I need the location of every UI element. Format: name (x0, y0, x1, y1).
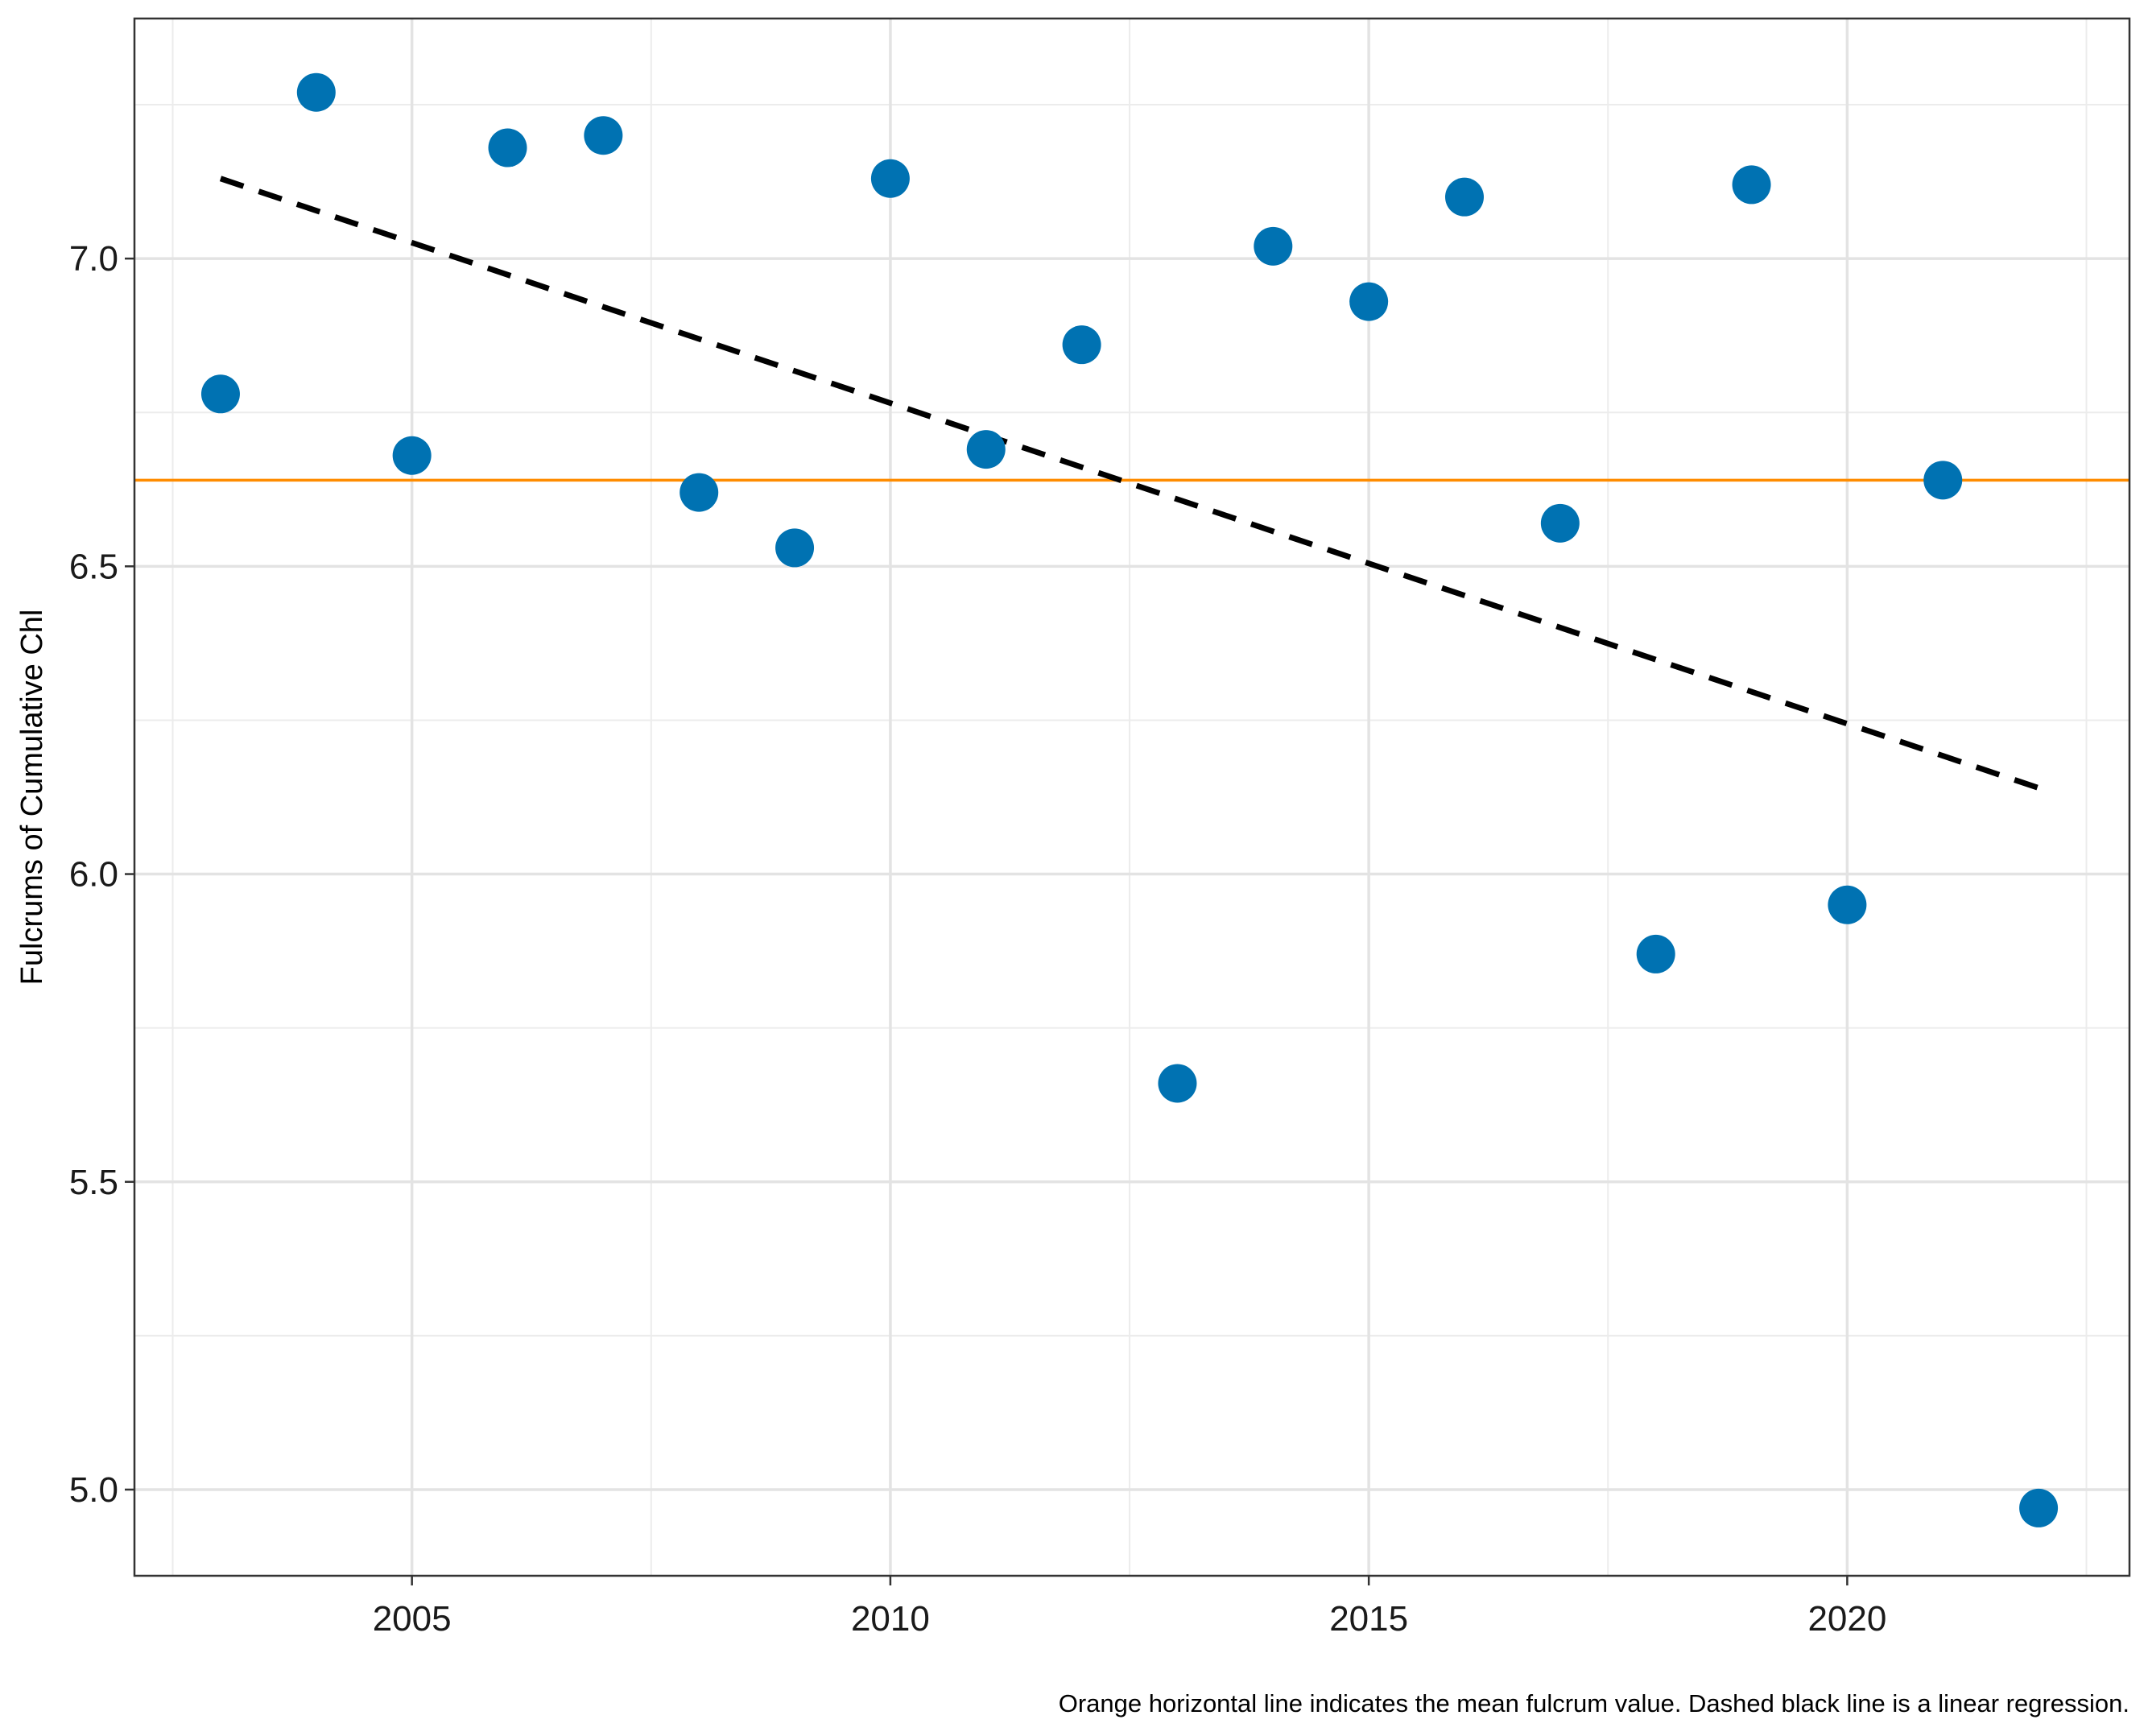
data-point (584, 116, 623, 155)
y-axis-title: Fulcrums of Cumulative Chl (15, 610, 49, 986)
data-point (1445, 177, 1484, 217)
y-tick-label: 5.0 (69, 1470, 118, 1510)
x-tick-label: 2010 (851, 1599, 930, 1639)
data-points (200, 72, 2059, 1527)
y-tick-label: 7.0 (69, 239, 118, 279)
data-point (392, 436, 432, 475)
plot-panel-border (133, 17, 2131, 1577)
data-point (1062, 325, 1101, 365)
data-point (488, 128, 527, 167)
data-point (200, 374, 240, 414)
data-point (870, 159, 910, 198)
data-point (1923, 461, 1963, 500)
x-tick-label: 2015 (1329, 1599, 1408, 1639)
data-point (1349, 282, 1389, 321)
y-tick-label: 6.0 (69, 855, 118, 895)
data-point (1732, 165, 1771, 205)
data-point (2019, 1488, 2059, 1527)
x-tick-label: 2020 (1807, 1599, 1886, 1639)
data-point (1828, 885, 1867, 924)
data-point (775, 528, 815, 568)
x-tick-label: 2005 (373, 1599, 452, 1639)
data-point (1636, 934, 1675, 973)
data-point (680, 473, 719, 512)
data-point (966, 430, 1006, 469)
data-point (1158, 1064, 1197, 1103)
minor-gridlines (134, 19, 2129, 1576)
x-axis: 2005 2010 2015 2020 (373, 1576, 1886, 1639)
data-point (1254, 226, 1293, 266)
chart-caption: Orange horizontal line indicates the mea… (1059, 1689, 2129, 1717)
data-point (1540, 503, 1580, 543)
y-tick-label: 5.5 (69, 1163, 118, 1202)
y-tick-label: 6.5 (69, 547, 118, 586)
data-point (296, 72, 336, 112)
y-axis: 5.0 5.5 6.0 6.5 7.0 (69, 239, 134, 1510)
